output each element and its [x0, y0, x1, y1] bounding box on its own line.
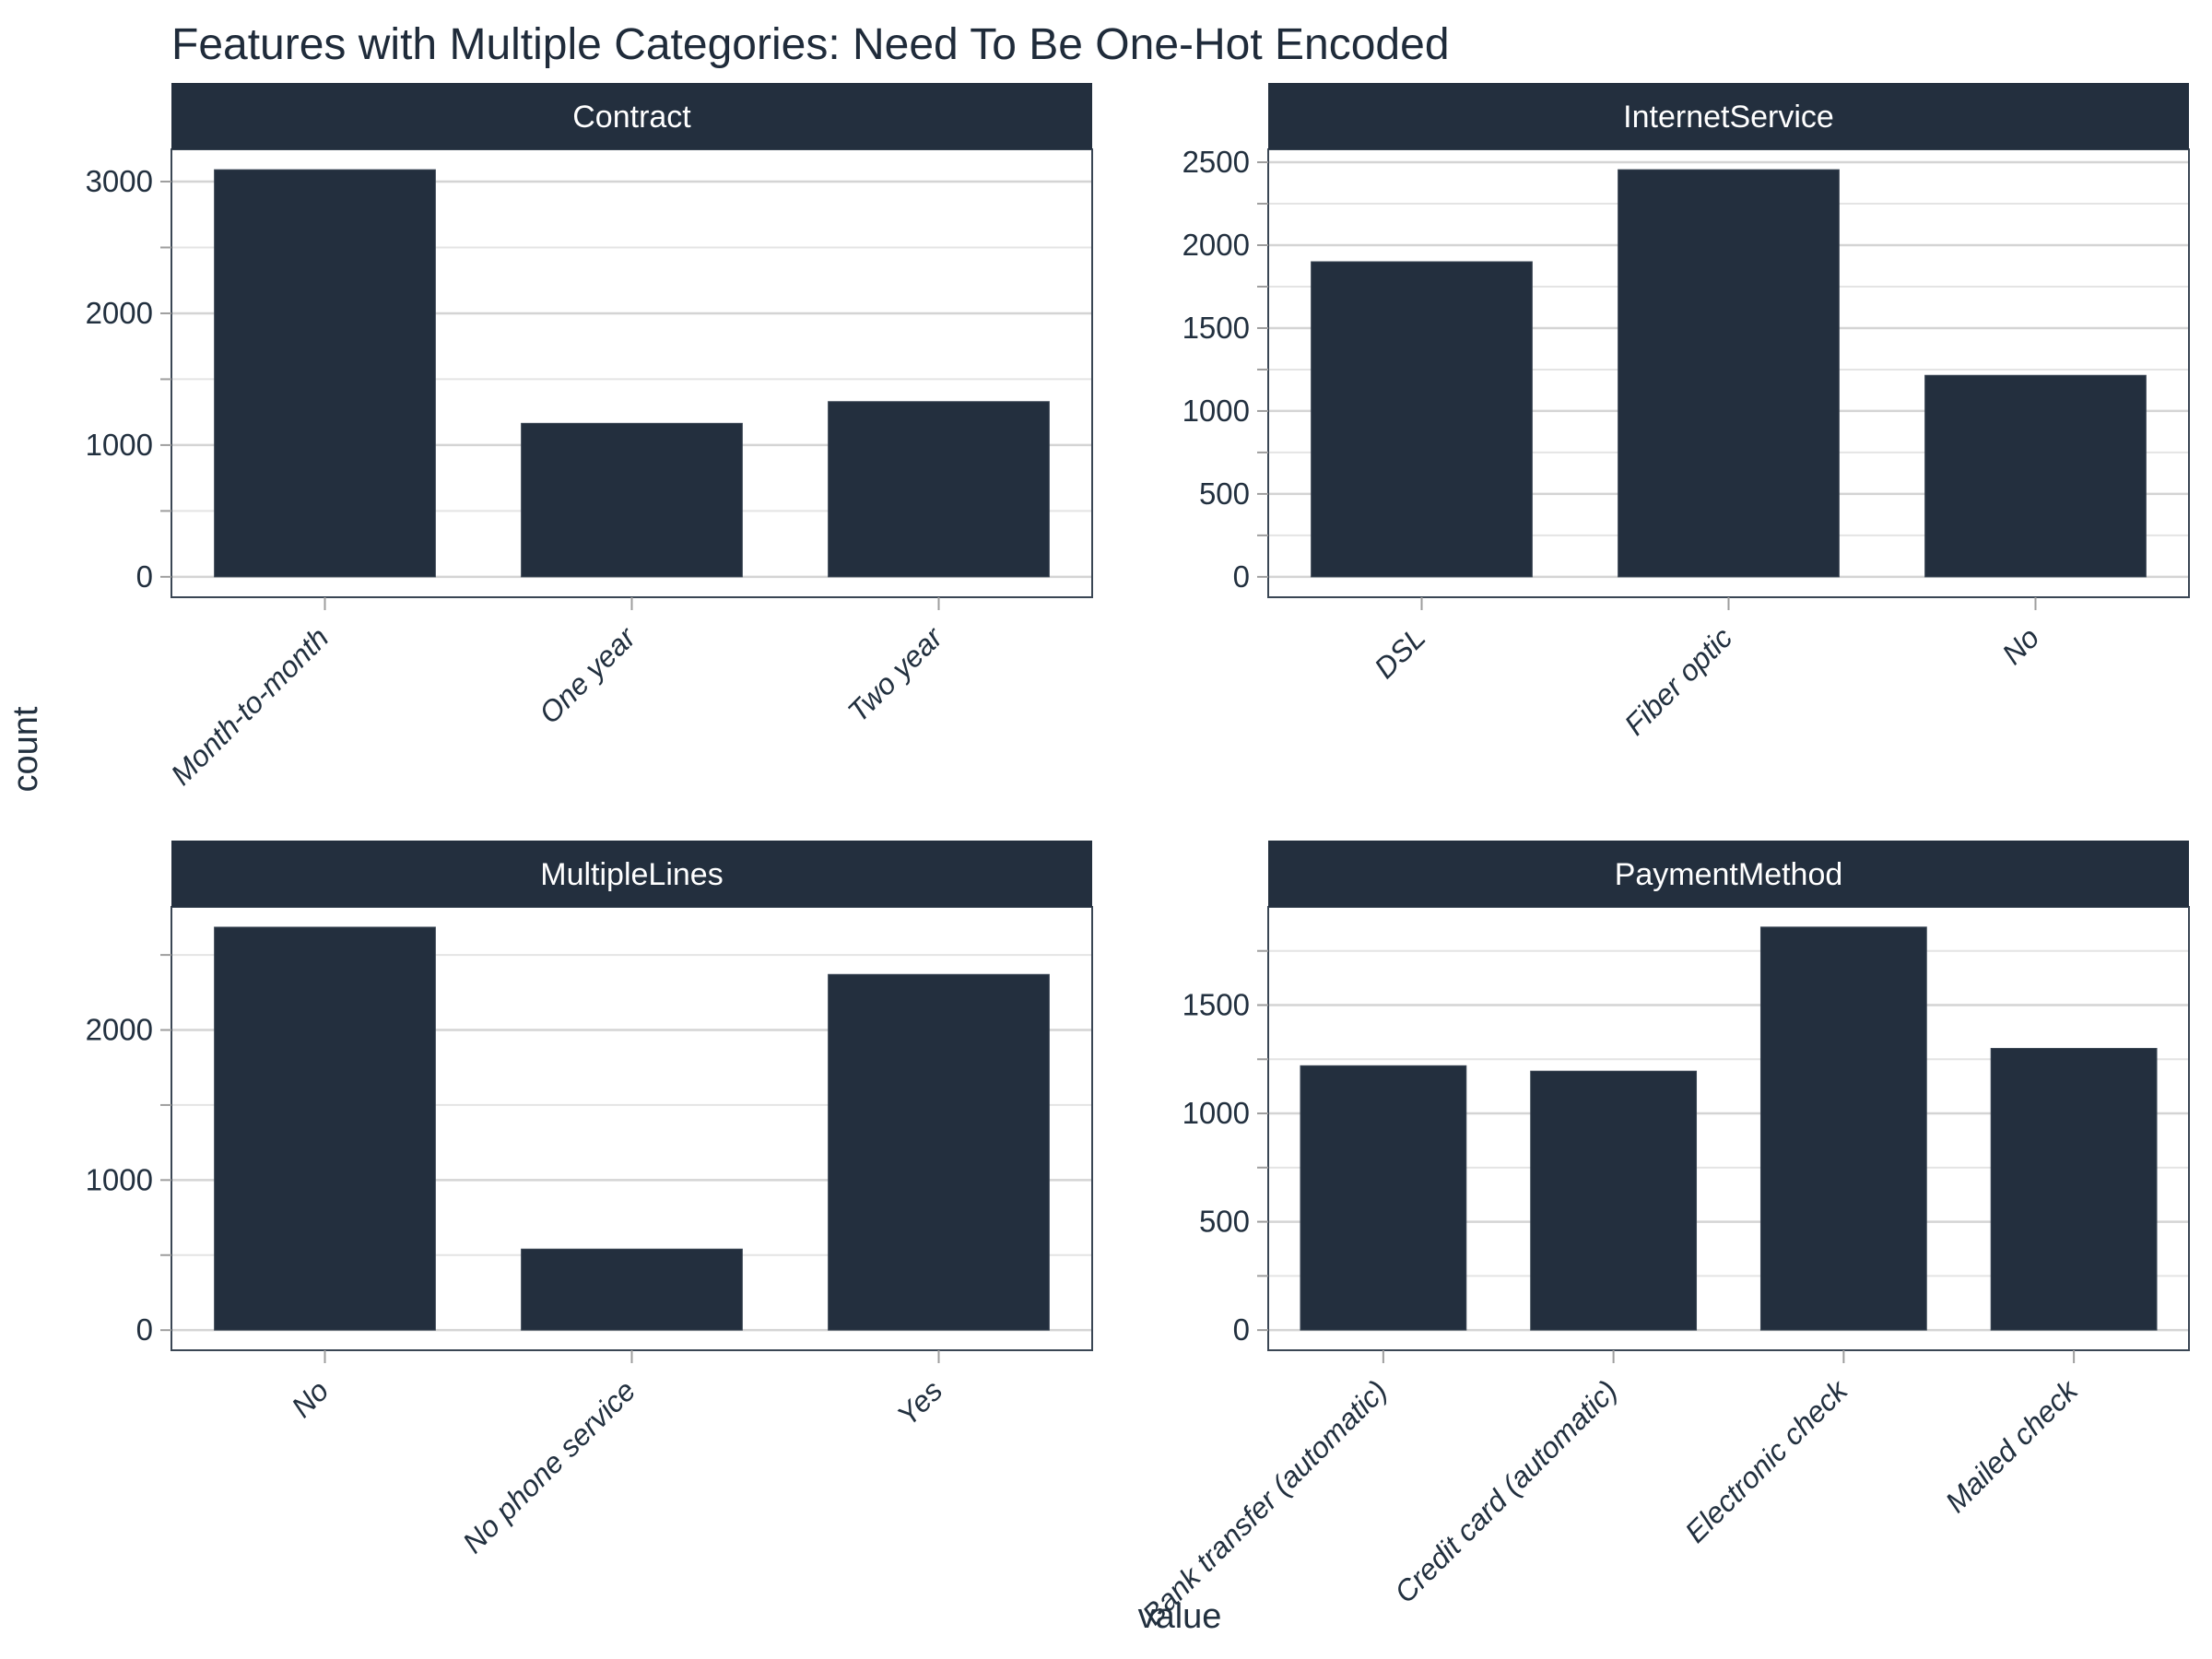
y-tick-label: 1000 — [86, 428, 153, 462]
y-tick-label: 3000 — [86, 164, 153, 198]
y-tick-label: 1500 — [1182, 987, 1250, 1021]
bar — [521, 1248, 743, 1331]
y-tick-label: 500 — [1199, 477, 1250, 511]
facet-strip — [1268, 83, 2189, 149]
bar — [1759, 926, 1927, 1331]
bar — [1300, 1065, 1467, 1331]
facet-strip — [1268, 841, 2189, 907]
bar — [214, 169, 436, 578]
y-tick-label: 1500 — [1182, 311, 1250, 345]
page-title: Features with Multiple Categories: Need … — [171, 20, 1450, 69]
bar — [1530, 1070, 1698, 1331]
y-tick-label: 2000 — [86, 296, 153, 330]
facet-strip — [171, 841, 1092, 907]
facet-strip-label: InternetService — [1623, 100, 1834, 135]
y-tick-label: 1000 — [1182, 394, 1250, 428]
bar — [214, 926, 436, 1331]
y-tick-label: 1000 — [1182, 1096, 1250, 1130]
bar — [828, 401, 1050, 578]
bar — [1990, 1048, 2158, 1331]
bar — [1618, 169, 1840, 578]
facet-strip — [171, 83, 1092, 149]
x-axis-title: value — [1138, 1597, 1222, 1636]
facet-strip-label: Contract — [572, 100, 691, 135]
bar — [521, 422, 743, 578]
bar — [1924, 374, 2147, 578]
y-tick-label: 0 — [136, 559, 153, 594]
y-tick-label: 0 — [136, 1312, 153, 1347]
y-tick-label: 2500 — [1182, 145, 1250, 179]
y-tick-label: 2000 — [86, 1013, 153, 1047]
facet-strip-label: MultipleLines — [540, 857, 723, 892]
bar — [828, 973, 1050, 1331]
bar — [1311, 261, 1533, 578]
y-tick-label: 0 — [1233, 1312, 1250, 1347]
y-tick-label: 2000 — [1182, 228, 1250, 262]
facet-strip-label: PaymentMethod — [1615, 857, 1843, 892]
y-axis-title: count — [6, 706, 45, 792]
y-tick-label: 0 — [1233, 559, 1250, 594]
y-tick-label: 1000 — [86, 1162, 153, 1196]
y-tick-label: 500 — [1199, 1205, 1250, 1239]
